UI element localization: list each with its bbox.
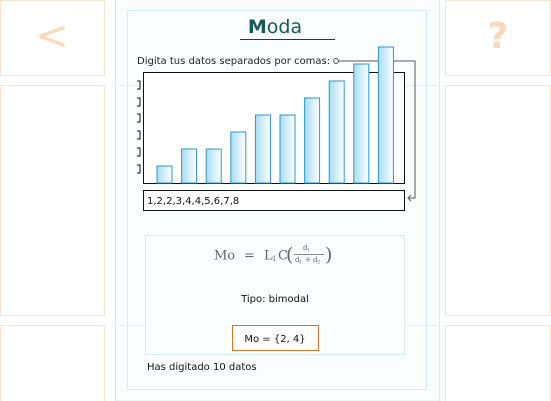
formula-c: C bbox=[278, 249, 288, 264]
bar bbox=[304, 97, 321, 184]
back-button[interactable] bbox=[0, 0, 105, 76]
result: Mo = {2, 4} bbox=[244, 334, 305, 345]
data-count: Has digitado 10 datos bbox=[147, 362, 257, 373]
axis-bracket bbox=[137, 130, 141, 140]
axis-bracket bbox=[137, 164, 141, 174]
formula-lhs: Mo bbox=[214, 249, 235, 264]
axis-bracket bbox=[137, 97, 141, 107]
formula-open: ( bbox=[286, 244, 293, 266]
axis-bracket bbox=[137, 147, 141, 157]
data-input-text[interactable]: 1,2,2,3,4,4,5,6,7,8 bbox=[147, 196, 239, 207]
bar bbox=[181, 148, 198, 184]
bar bbox=[254, 114, 271, 184]
formula-den2-sub: 2 bbox=[317, 260, 320, 266]
title-rest: oda bbox=[267, 16, 302, 38]
help-icon[interactable]: ? bbox=[488, 16, 509, 57]
connector bbox=[338, 60, 416, 199]
bar bbox=[377, 46, 394, 184]
formula-den1: d bbox=[295, 256, 300, 264]
formula-l: L bbox=[264, 249, 273, 264]
formula-num-sub: 1 bbox=[307, 248, 310, 254]
side-panel bbox=[445, 85, 551, 316]
formula-plus: + bbox=[305, 256, 311, 264]
side-panel bbox=[0, 325, 105, 401]
bar bbox=[353, 63, 370, 184]
result-box bbox=[232, 325, 319, 351]
bar bbox=[328, 80, 345, 184]
formula-den2: d bbox=[313, 256, 318, 264]
bar bbox=[230, 131, 247, 184]
data-input[interactable] bbox=[143, 190, 405, 211]
side-panel bbox=[445, 325, 551, 401]
mode-type: Tipo: bimodal bbox=[240, 294, 309, 305]
formula-close: ) bbox=[325, 244, 332, 266]
formula: Mo = L 1 C ( d 1 d 1 + d 2 ) bbox=[214, 244, 332, 266]
formula-l-sub: 1 bbox=[272, 255, 276, 263]
bar bbox=[156, 165, 173, 184]
connector-dot bbox=[333, 58, 339, 64]
back-icon[interactable]: < bbox=[35, 13, 69, 59]
side-panel bbox=[0, 85, 105, 316]
help-button[interactable] bbox=[445, 0, 551, 76]
formula-num: d bbox=[303, 244, 308, 252]
prompt: Digita tus datos separados por comas: bbox=[137, 56, 330, 67]
title: Moda bbox=[248, 16, 302, 38]
bar bbox=[279, 114, 296, 184]
title-initial: M bbox=[248, 16, 267, 38]
axis-bracket bbox=[137, 80, 141, 90]
bar bbox=[205, 148, 222, 184]
formula-eq: = bbox=[244, 249, 255, 264]
formula-den1-sub: 1 bbox=[299, 260, 302, 266]
axis-bracket bbox=[137, 113, 141, 123]
connector-arrow bbox=[407, 194, 412, 202]
